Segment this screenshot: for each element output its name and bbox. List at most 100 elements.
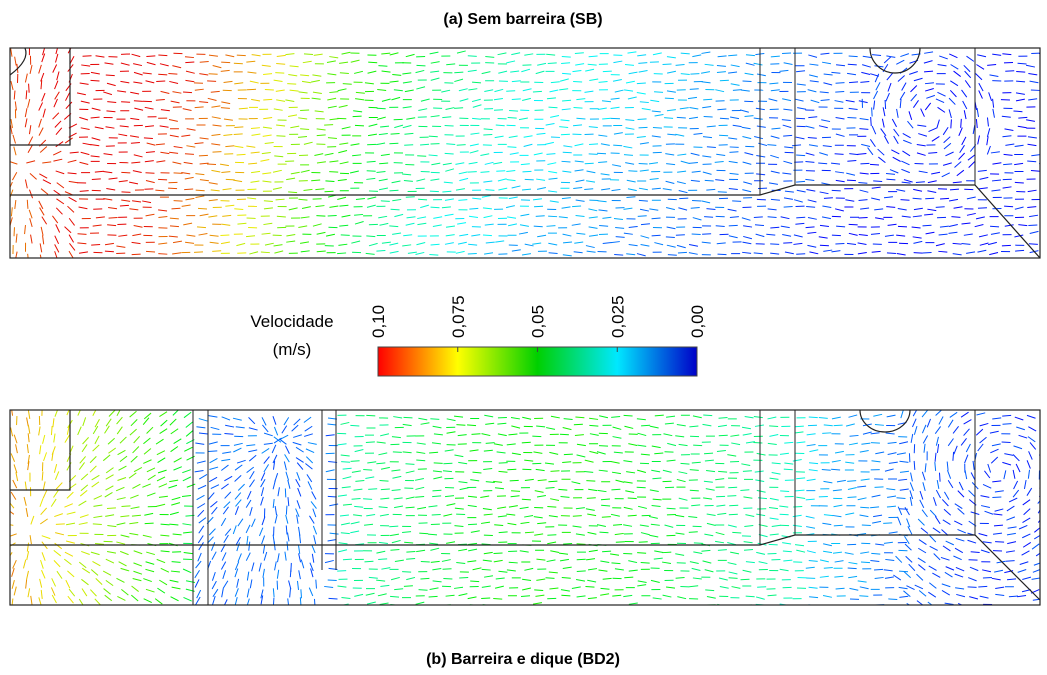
vector (768, 443, 777, 444)
vector (701, 550, 710, 551)
vector (920, 500, 924, 508)
vector (576, 233, 585, 234)
vector (860, 190, 869, 192)
vector (199, 102, 208, 103)
vector (753, 442, 762, 443)
vector (429, 543, 438, 544)
vector (1040, 144, 1047, 145)
vector (247, 72, 256, 73)
vector (847, 481, 856, 482)
vector (806, 207, 815, 208)
vector (845, 200, 854, 201)
vector (589, 550, 598, 551)
vector (962, 90, 967, 97)
vector (276, 64, 285, 65)
vector (445, 450, 454, 451)
vector (420, 578, 429, 579)
vector (341, 422, 350, 424)
vector (717, 109, 726, 110)
vector (92, 138, 101, 140)
vector (53, 418, 54, 427)
vector (585, 460, 594, 462)
vector (472, 99, 481, 101)
vector (524, 515, 533, 517)
vector (209, 55, 218, 56)
vector (1028, 470, 1029, 479)
vector (959, 153, 965, 160)
vector (235, 588, 238, 596)
vector (976, 413, 985, 415)
vector (195, 89, 204, 90)
vector (284, 462, 286, 471)
vector (598, 162, 607, 163)
vector (146, 214, 155, 216)
vector (689, 426, 698, 427)
vector (380, 585, 389, 586)
vector (547, 542, 556, 544)
vector (823, 551, 832, 552)
vector (173, 534, 182, 535)
vector (561, 497, 570, 498)
vector (468, 89, 477, 90)
vector (536, 71, 545, 73)
vector (871, 117, 872, 126)
vector (550, 551, 559, 553)
vector (537, 495, 546, 496)
vector (653, 53, 662, 55)
vector (888, 599, 897, 600)
vector (116, 542, 125, 544)
vector (107, 225, 116, 226)
vector (534, 590, 543, 591)
vector (509, 110, 518, 111)
vector (277, 55, 286, 56)
vector (183, 109, 192, 111)
vector (743, 182, 752, 184)
vector (329, 504, 338, 506)
vector (39, 65, 42, 74)
vector (923, 435, 927, 443)
vector (1009, 596, 1018, 597)
vector (703, 172, 712, 174)
vector (716, 154, 725, 155)
vector (979, 83, 983, 91)
vector (638, 119, 647, 120)
vector (808, 90, 817, 92)
vector (689, 117, 698, 118)
vector (993, 514, 1002, 515)
vector (298, 488, 301, 496)
vector (883, 523, 892, 524)
vector (282, 426, 287, 434)
vector (823, 250, 832, 251)
vector (1016, 427, 1025, 430)
vector (221, 518, 225, 526)
vector (446, 226, 455, 227)
vector (575, 170, 584, 171)
vector (234, 209, 243, 210)
vector (404, 542, 413, 543)
vector (68, 596, 74, 603)
vector (327, 74, 336, 75)
vector (599, 226, 608, 227)
vector (754, 416, 763, 417)
vector (992, 481, 1001, 482)
vector (120, 437, 126, 443)
vector (95, 436, 99, 444)
vector (376, 580, 385, 581)
vector (247, 589, 249, 598)
vector (768, 209, 777, 210)
vector (379, 223, 388, 225)
vector (354, 506, 363, 507)
vector (134, 155, 143, 157)
vector (677, 424, 686, 425)
vector (965, 470, 967, 479)
vector (311, 501, 316, 508)
vector (392, 476, 401, 478)
vector (272, 445, 276, 453)
vector (499, 463, 508, 464)
vector (274, 245, 283, 246)
vector (968, 587, 977, 588)
vector (546, 488, 555, 489)
vector (1028, 144, 1037, 145)
vector (690, 490, 699, 491)
vector (1015, 250, 1024, 251)
